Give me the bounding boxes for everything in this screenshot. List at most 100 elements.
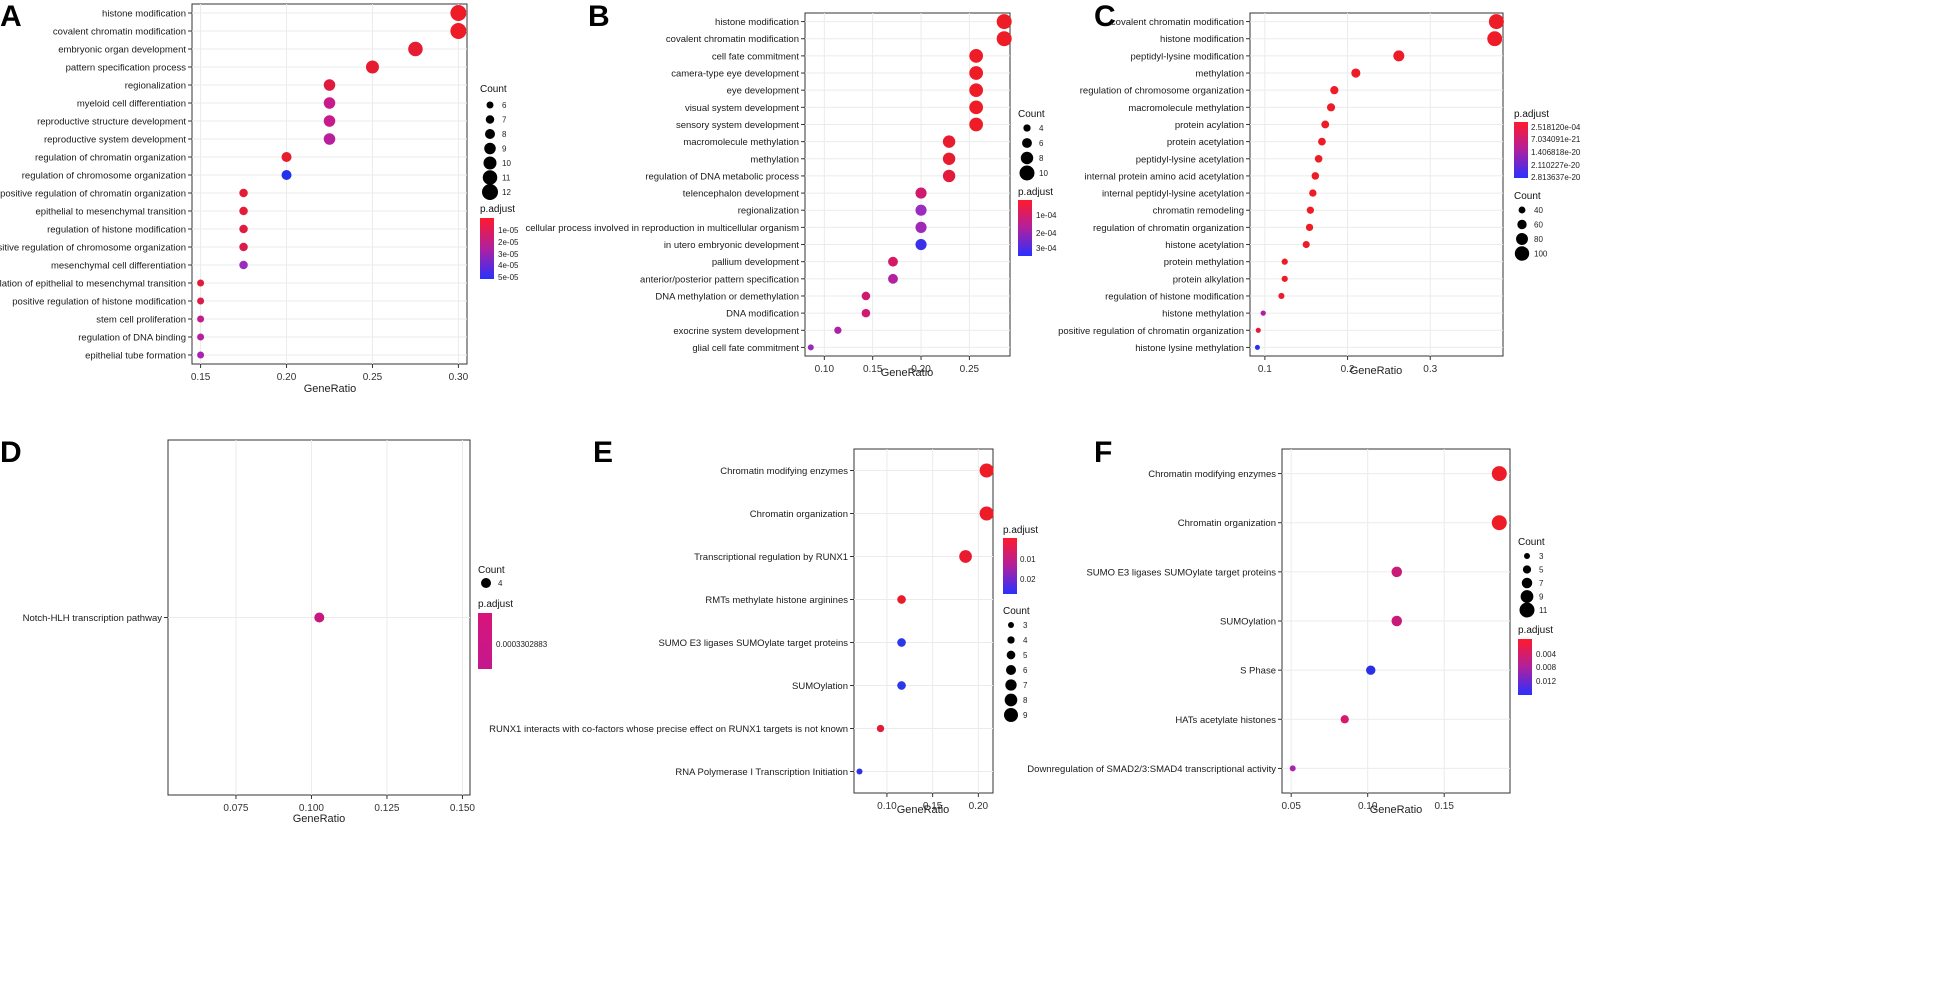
y-category-label-C: protein methylation — [1164, 257, 1244, 268]
data-point-E — [979, 506, 994, 521]
y-category-label-C: regulation of chromosome organization — [1080, 86, 1244, 97]
data-point-A — [239, 188, 248, 198]
legend-count-dot-A — [486, 101, 494, 109]
legend-count-label-E: 7 — [1023, 681, 1028, 690]
legend-color-label-C: 2.518120e-04 — [1531, 123, 1581, 132]
data-point-E — [897, 638, 906, 647]
data-point-B — [969, 49, 984, 63]
y-category-label-F: SUMOylation — [1220, 617, 1276, 628]
data-point-C — [1305, 223, 1314, 232]
y-category-label-A: covalent chromatin modification — [53, 27, 186, 38]
legend-color-label-B: 2e-04 — [1036, 229, 1057, 238]
data-point-C — [1278, 292, 1285, 300]
data-point-B — [942, 169, 956, 183]
data-point-B — [861, 308, 871, 318]
y-category-label-C: internal protein amino acid acetylation — [1085, 171, 1244, 182]
data-point-A — [239, 224, 248, 234]
legend-E: p.adjust 0.01 0.02 Count 3 4 5 6 7 8 9 — [1003, 525, 1038, 722]
data-point-C — [1302, 240, 1310, 249]
y-category-label-B: in utero embryonic development — [664, 240, 800, 251]
y-category-label-B: macromolecule methylation — [683, 137, 799, 148]
data-point-A — [281, 170, 292, 180]
y-category-label-C: macromolecule methylation — [1128, 103, 1244, 114]
legend-count-label-F: 5 — [1539, 566, 1544, 575]
data-point-B — [834, 326, 842, 334]
panel-F: F 0.05 0.10 0.15 Chromatin modifying enzyme… — [1027, 436, 1556, 816]
legend-color-labels-D: 0.0003302883 — [496, 640, 548, 649]
y-category-label-B: methylation — [750, 154, 799, 165]
legend-count-dot-F — [1519, 602, 1535, 618]
y-category-label-C: protein acylation — [1175, 120, 1244, 131]
plot-frame-C — [1249, 12, 1504, 357]
legend-count-dot-B — [1023, 124, 1031, 132]
legend-count-label-E: 4 — [1023, 636, 1028, 645]
legend-B: Count 4 6 8 10 p.adjust 1e-04 2e-04 3e-04 — [1018, 109, 1057, 256]
legend-count-items-C: 40 60 80 100 — [1514, 206, 1548, 261]
y-category-label-A: reproductive structure development — [37, 117, 186, 128]
data-point-C — [1281, 258, 1288, 265]
y-category-label-B: covalent chromatin modification — [666, 34, 799, 45]
legend-color-label-F: 0.004 — [1536, 650, 1557, 659]
legend-count-dot-B — [1022, 138, 1032, 148]
legend-count-title-C: Count — [1514, 191, 1541, 202]
legend-color-title-F: p.adjust — [1518, 625, 1553, 636]
y-category-label-F: Downregulation of SMAD2/3:SMAD4 transcri… — [1027, 764, 1276, 775]
data-point-A — [239, 242, 248, 252]
legend-count-dot-E — [1008, 622, 1014, 628]
y-category-label-A: pattern specification process — [66, 63, 187, 74]
y-category-label-E: RMTs methylate histone arginines — [705, 595, 848, 606]
y-category-label-A: regulation of histone modification — [47, 225, 186, 236]
legend-color-label-E: 0.01 — [1020, 555, 1036, 564]
legend-count-dot-C — [1518, 206, 1526, 214]
data-point-C — [1326, 103, 1336, 112]
y-category-label-C: regulation of chromatin organization — [1093, 223, 1244, 234]
data-point-C — [1330, 86, 1339, 95]
x-tick-label-C: 0.3 — [1423, 364, 1437, 375]
legend-color-labels-F: 0.004 0.008 0.012 — [1536, 650, 1557, 686]
panel-label-B: B — [588, 0, 610, 33]
data-point-B — [915, 238, 927, 251]
y-category-label-E: Chromatin organization — [750, 509, 848, 520]
y-category-label-C: peptidyl-lysine acetylation — [1136, 154, 1244, 165]
y-category-label-C: chromatin remodeling — [1153, 206, 1244, 217]
y-category-label-A: positive regulation of histone modificat… — [12, 297, 186, 308]
y-category-label-C: protein acetylation — [1167, 137, 1244, 148]
legend-color-label-F: 0.008 — [1536, 663, 1557, 672]
y-category-label-B: cell fate commitment — [712, 51, 799, 62]
data-point-D — [314, 612, 325, 623]
legend-color-label-A: 2e-05 — [498, 238, 519, 247]
data-point-A — [323, 97, 336, 109]
panel-label-C: C — [1094, 0, 1116, 33]
legend-color-labels-E: 0.01 0.02 — [1020, 555, 1036, 584]
y-category-label-E: SUMOylation — [792, 681, 848, 692]
y-category-label-B: camera-type eye development — [671, 69, 799, 80]
legend-count-dot-E — [1004, 708, 1018, 722]
y-category-label-E: RUNX1 interacts with co-factors whose pr… — [489, 724, 848, 735]
data-point-C — [1309, 189, 1317, 197]
y-category-label-C: histone methylation — [1162, 309, 1244, 320]
legend-count-dot-A — [485, 129, 495, 139]
x-tick-label-F: 0.15 — [1434, 801, 1454, 812]
panel-B: B 0.10 0.15 0.20 0.25 histone modification co… — [525, 0, 1057, 379]
legend-count-label-A: 9 — [502, 145, 507, 154]
y-category-label-C: protein alkylation — [1173, 274, 1244, 285]
panel-C: C 0.1 0.2 0.3 covalent chromatin modificati… — [1058, 0, 1581, 377]
y-category-label-B: anterior/posterior pattern specification — [640, 274, 799, 285]
data-point-E — [876, 724, 885, 733]
y-category-label-B: histone modification — [715, 17, 799, 28]
legend-color-title-E: p.adjust — [1003, 525, 1038, 536]
data-point-C — [1314, 154, 1323, 163]
data-point-A — [239, 206, 248, 216]
legend-count-label-A: 12 — [502, 188, 511, 197]
legend-count-dot-F — [1520, 590, 1534, 603]
y-category-label-A: myeloid cell differentiation — [77, 99, 186, 110]
y-category-label-A: positive regulation of chromatin organiz… — [0, 189, 186, 200]
x-tick-label-E: 0.10 — [877, 801, 897, 812]
legend-color-labels-A: 1e-05 2e-05 3e-05 4e-05 5e-05 — [498, 226, 519, 282]
data-point-B — [888, 273, 898, 284]
legend-count-dot-E — [1006, 650, 1016, 660]
x-tick-label-C: 0.1 — [1258, 364, 1272, 375]
legend-count-dot-A — [485, 115, 495, 124]
legend-count-items-D: 4 — [481, 578, 503, 588]
